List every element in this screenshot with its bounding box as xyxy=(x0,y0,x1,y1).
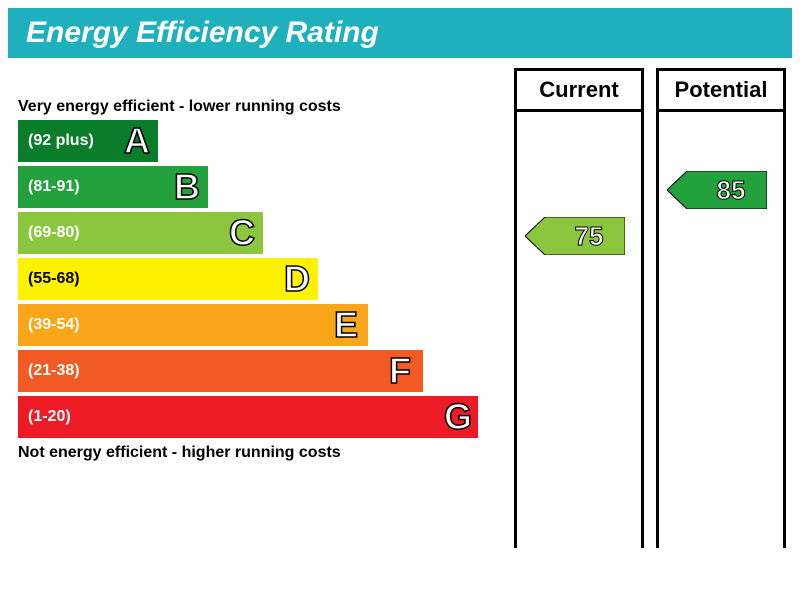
current-column: Current 75 xyxy=(514,68,644,548)
rating-band-c: (69-80) C xyxy=(18,212,263,254)
title-bar: Energy Efficiency Rating xyxy=(8,8,792,58)
rating-band-d: (55-68) D xyxy=(18,258,318,300)
rating-band-letter: E xyxy=(334,304,358,346)
potential-column-header: Potential xyxy=(659,71,783,112)
rating-band-a: (92 plus) A xyxy=(18,120,158,162)
rating-band-letter: F xyxy=(389,350,411,392)
rating-band-letter: G xyxy=(444,396,472,438)
potential-score-arrow: 85 xyxy=(687,171,767,209)
rating-band-e: (39-54) E xyxy=(18,304,368,346)
rating-band-range: (92 plus) xyxy=(18,132,94,150)
rating-band-letter: C xyxy=(229,212,255,254)
rating-band-g: (1-20) G xyxy=(18,396,478,438)
bottom-efficiency-label: Not energy efficient - higher running co… xyxy=(18,444,341,462)
rating-bands-area: (92 plus)A(81-91)B(69-80)C(55-68)D(39-54… xyxy=(18,120,488,442)
rating-band-range: (39-54) xyxy=(18,316,80,334)
current-column-header: Current xyxy=(517,71,641,112)
rating-band-range: (55-68) xyxy=(18,270,80,288)
rating-band-range: (21-38) xyxy=(18,362,80,380)
rating-band-range: (1-20) xyxy=(18,408,71,426)
rating-band-letter: D xyxy=(284,258,310,300)
rating-band-letter: A xyxy=(124,120,150,162)
chart-body: Very energy efficient - lower running co… xyxy=(8,58,792,98)
rating-band-b: (81-91) B xyxy=(18,166,208,208)
current-score-arrow: 75 xyxy=(545,217,625,255)
rating-band-f: (21-38) F xyxy=(18,350,423,392)
potential-score-value: 85 xyxy=(695,171,767,209)
chart-title: Energy Efficiency Rating xyxy=(26,16,379,49)
current-score-value: 75 xyxy=(553,217,625,255)
top-efficiency-label: Very energy efficient - lower running co… xyxy=(18,98,341,116)
rating-band-range: (69-80) xyxy=(18,224,80,242)
potential-column: Potential 85 xyxy=(656,68,786,548)
rating-band-letter: B xyxy=(174,166,200,208)
rating-band-range: (81-91) xyxy=(18,178,80,196)
